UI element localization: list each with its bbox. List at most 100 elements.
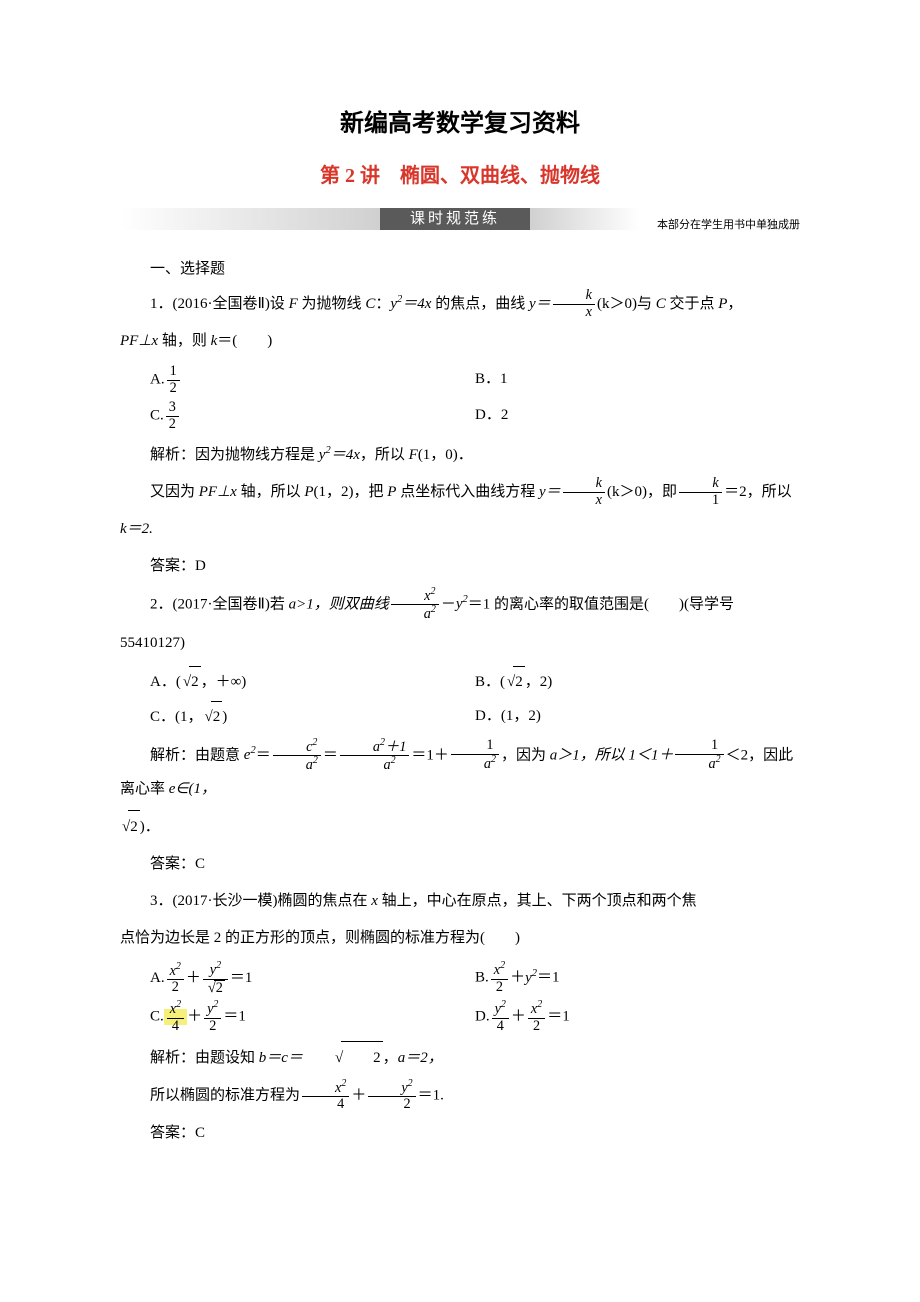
var-C: C (365, 296, 375, 312)
frac-den: 2 (204, 1019, 221, 1035)
q1-opt-c: C.32 (150, 400, 475, 432)
var-C: C (656, 296, 666, 312)
sol-text: 解析：因为抛物线方程是 (150, 447, 319, 463)
q1-stem-line2: PF⊥x 轴，则 k＝( ) (120, 325, 800, 358)
frac-den: x (553, 305, 595, 321)
frac-num: c2 (273, 738, 321, 756)
banner-left-decoration (120, 208, 380, 230)
sol-text: 解析：由题意 (150, 747, 244, 763)
frac-den: a2 (391, 605, 439, 622)
frac-num: k (553, 288, 595, 305)
opt-label: A. (150, 372, 165, 388)
frac-x2-4: x24 (167, 1000, 184, 1034)
sol-text: ＝ (256, 747, 271, 763)
frac-num: 1 (167, 364, 180, 381)
sol-text: 所以椭圆的标准方程为 (150, 1087, 300, 1103)
frac-den: 2 (166, 417, 179, 433)
opt-text: ，＋∞) (201, 674, 247, 690)
q3-text: 轴上，中心在原点，其上、下两个顶点和两个焦 (378, 893, 697, 909)
q2-opt-b: B．(2，2) (475, 666, 800, 697)
frac-y2-2: y22 (204, 1000, 221, 1034)
sol-text: ， (383, 1050, 398, 1066)
frac-num: 3 (166, 400, 179, 417)
radicand: 2 (211, 701, 223, 732)
q2-opt-c: C．(1，2) (150, 701, 475, 732)
sol-text: )． (140, 819, 160, 835)
q2-options: A．(2，＋∞) B．(2，2) C．(1，2) D．(1，2) (150, 664, 800, 734)
q1-answer: 答案：D (120, 550, 800, 583)
pf-perp-x: PF⊥x (199, 484, 237, 500)
sol-text: (1，2)，把 (314, 484, 388, 500)
section-heading: 一、选择题 (120, 254, 800, 284)
frac-den: 2 (368, 1097, 415, 1113)
var-F: F (409, 447, 418, 463)
frac-num: x2 (491, 961, 508, 979)
sol-text: ＝1. (418, 1087, 444, 1103)
sol-text: ＝1＋ (411, 747, 449, 763)
q1-text: ＝( ) (217, 333, 272, 349)
radicand: 2 (128, 810, 140, 844)
opt-label: D. (475, 1009, 490, 1025)
banner-note: 本部分在学生用书中单独成册 (657, 214, 800, 236)
frac-x2-4: x24 (302, 1079, 349, 1113)
banner-right-decoration (530, 208, 640, 230)
sqrt-2: 2 (203, 701, 223, 732)
q1-options: A.12 B．1 C.32 D．2 (150, 362, 800, 435)
opt-label: B．( (475, 674, 505, 690)
var-F: F (289, 296, 298, 312)
q2-text: ＝1 的离心率的取值范围是( )(导学号 (468, 596, 734, 612)
sol-text: 又因为 (150, 484, 199, 500)
q2-solution: 解析：由题意 e2＝c2a2＝a2＋1a2＝1＋1a2，因为 a＞1，所以 1＜… (120, 738, 800, 807)
sol-text: (k＞0)，即 (607, 484, 677, 500)
sol-text: (1，0)． (418, 447, 473, 463)
frac-x2-2: x22 (491, 961, 508, 995)
opt-label: C．(1， (150, 709, 203, 725)
frac-den: 2 (167, 980, 184, 996)
frac-den: 2 (528, 1019, 545, 1035)
sqrt-2: 2 (303, 1041, 383, 1075)
q1-solution-3: k＝2. (120, 513, 800, 546)
q2-answer: 答案：C (120, 848, 800, 881)
frac-num: x2 (302, 1079, 349, 1097)
main-title: 新编高考数学复习资料 (120, 100, 800, 148)
sqrt-2: 2 (120, 810, 140, 844)
radicand: 2 (189, 666, 201, 697)
q2-opt-a: A．(2，＋∞) (150, 666, 475, 697)
q3-opt-d: D.y24＋x22＝1 (475, 1000, 800, 1034)
q1-text: ： (375, 296, 390, 312)
frac-x2-a2: x2a2 (391, 587, 439, 623)
frac-den: a2 (340, 756, 410, 773)
frac-den: a2 (675, 755, 723, 772)
frac-y2-4: y24 (492, 1000, 509, 1034)
opt-label: C. (150, 1009, 164, 1025)
frac-num: k (679, 476, 722, 493)
frac-num: 1 (451, 738, 499, 755)
q1-text: 为抛物线 (298, 296, 366, 312)
frac-den: x (563, 493, 605, 509)
q3-stem: 3．(2017·长沙一模)椭圆的焦点在 x 轴上，中心在原点，其上、下两个顶点和… (120, 885, 800, 918)
frac-num: x2 (167, 962, 184, 980)
frac-x2-2: x22 (528, 1000, 545, 1034)
q2-text-it: a>1，则双曲线 (289, 596, 389, 612)
sol-text: ，因为 (501, 747, 550, 763)
q1-text: (k＞0)与 (597, 296, 656, 312)
q3-options: A.x22＋y22＝1 B.x22＋y2＝1 C.x24＋y22＝1 D.y24… (150, 959, 800, 1036)
q2-solution-2: 2)． (120, 810, 800, 844)
eq-y2-4x: y2＝4x (390, 296, 431, 312)
q1-solution: 解析：因为抛物线方程是 y2＝4x，所以 F(1，0)． (120, 439, 800, 472)
frac-num: y2 (368, 1079, 415, 1097)
sol-text: 解析：由题设知 (150, 1050, 259, 1066)
q1-stem: 1．(2016·全国卷Ⅱ)设 F 为抛物线 C：y2＝4x 的焦点，曲线 y＝k… (120, 288, 800, 321)
q3-solution: 解析：由题设知 b＝c＝2，a＝2， (120, 1041, 800, 1075)
var-x: x (371, 893, 378, 909)
q3-opt-a: A.x22＋y22＝1 (150, 961, 475, 996)
frac-num: 1 (675, 738, 723, 755)
q1-opt-a: A.12 (150, 364, 475, 396)
frac-num: a2＋1 (340, 738, 410, 756)
sol-text: k＝2. (120, 521, 153, 537)
q1-text: ， (727, 296, 742, 312)
eq-y2-4x: y2＝4x (319, 447, 360, 463)
q3-opt-c: C.x24＋y22＝1 (150, 1000, 475, 1034)
frac-num: y2 (203, 961, 228, 979)
sqrt-2: 2 (505, 666, 525, 697)
